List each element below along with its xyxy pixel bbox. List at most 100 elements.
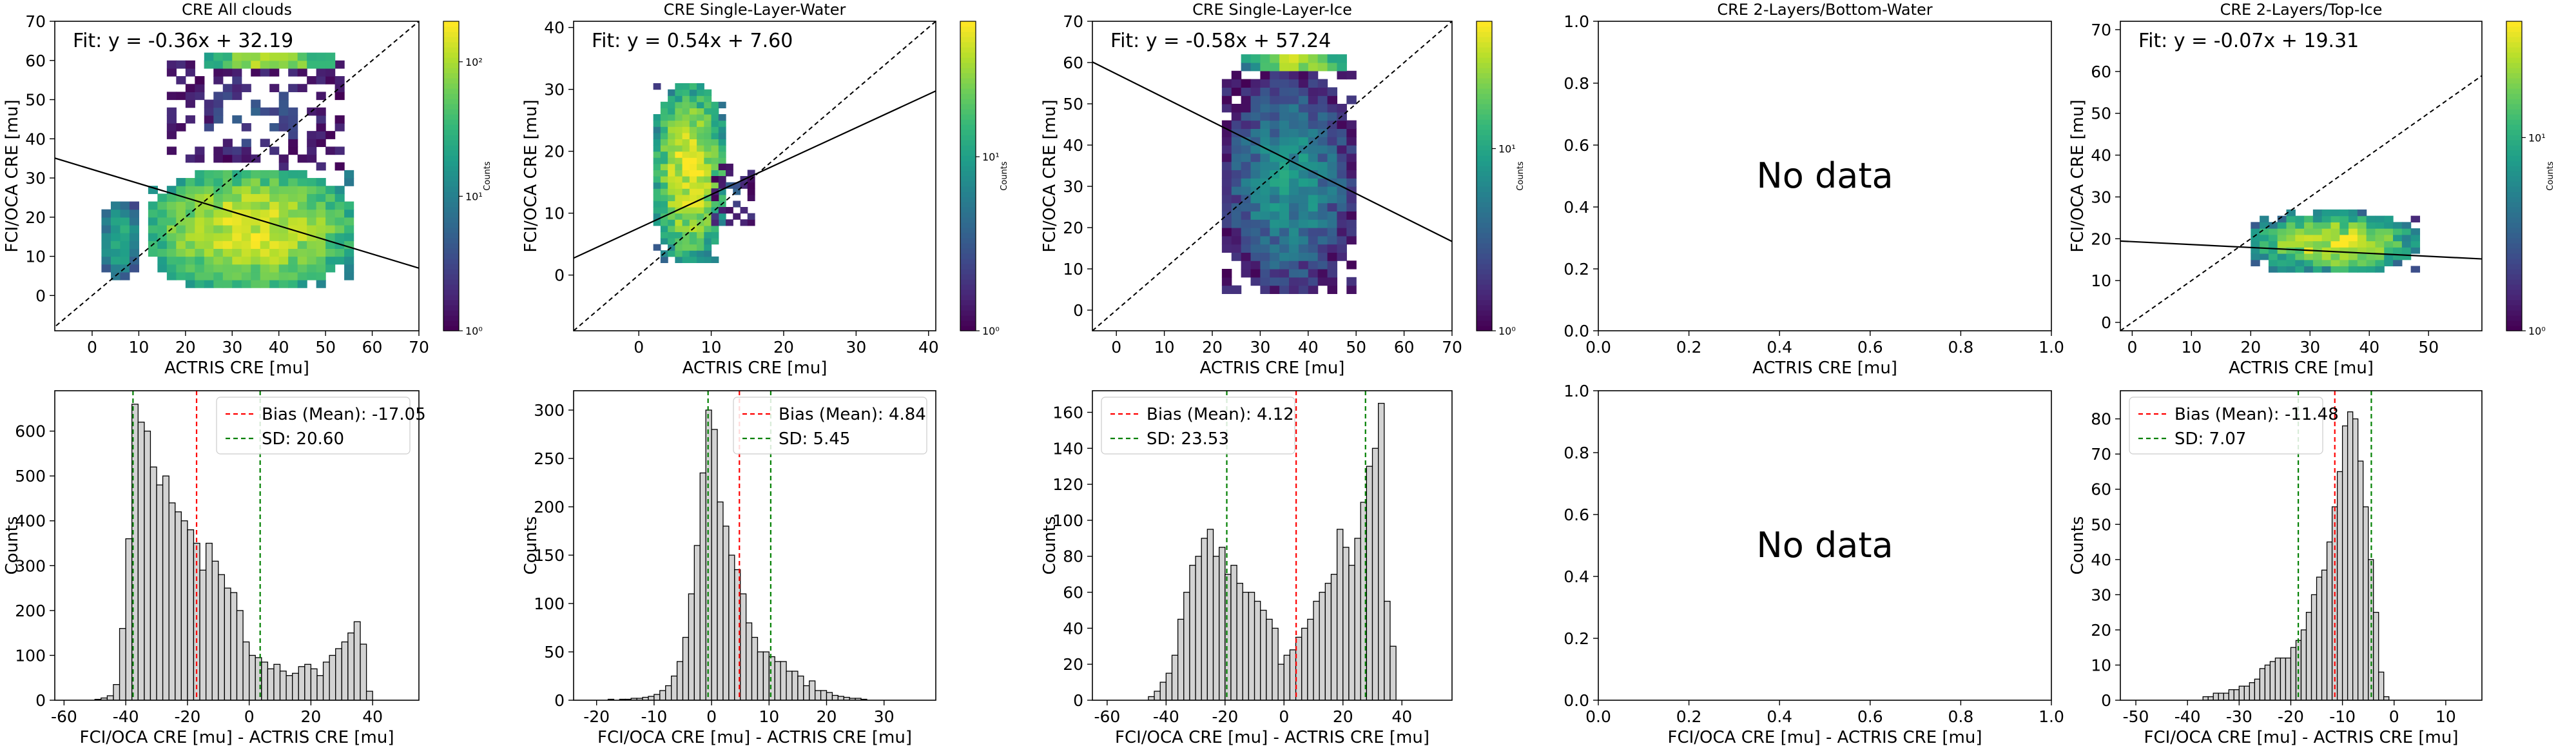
heatmap-cell: [204, 280, 214, 288]
heatmap-cell: [2251, 253, 2260, 260]
heatmap-cell: [1279, 260, 1290, 270]
heatmap-cell: [344, 178, 354, 186]
colorbar-segment: [443, 119, 459, 125]
heatmap-cell: [1317, 244, 1328, 253]
heatmap-cell: [2286, 253, 2296, 260]
heatmap-cell: [675, 108, 683, 115]
heatmap-cell: [288, 139, 298, 148]
heatmap-cell: [241, 170, 251, 179]
heatmap-cell: [1221, 137, 1232, 146]
x-tick-label: -10: [2329, 707, 2356, 726]
heatmap-cell: [653, 188, 661, 195]
heatmap-cell: [185, 154, 195, 163]
heatmap-cell: [1260, 54, 1270, 63]
heatmap-cell: [204, 123, 214, 132]
heatmap-cell: [110, 209, 121, 218]
heatmap-cell: [2375, 247, 2385, 254]
heatmap-cell: [1221, 104, 1232, 113]
heatmap-cell: [1241, 228, 1252, 237]
heatmap-cell: [653, 145, 661, 152]
heatmap-cell: [185, 233, 195, 241]
heatmap-cell: [697, 139, 704, 146]
colorbar-segment: [960, 109, 976, 115]
x-tick-label: 40: [918, 338, 939, 357]
histogram-bar: [162, 475, 169, 700]
heatmap-cell: [307, 224, 317, 233]
histogram-bar: [682, 636, 690, 700]
plot-area: [607, 391, 867, 700]
heatmap-cell: [222, 217, 233, 226]
heatmap-cell: [251, 170, 261, 179]
heatmap-cell: [1308, 202, 1319, 211]
heatmap-cell: [204, 115, 214, 124]
x-axis-label: FCI/OCA CRE [mu] - ACTRIS CRE [mu]: [2144, 728, 2459, 746]
heatmap-cell: [1270, 202, 1280, 211]
heatmap-cell: [697, 170, 704, 177]
heatmap-cell: [1260, 87, 1270, 96]
heatmap-cell: [232, 52, 242, 61]
heatmap-cell: [1279, 104, 1290, 113]
y-tick-label: 0.0: [1564, 322, 1589, 340]
heatmap-cell: [204, 217, 214, 226]
heatmap-cell: [704, 250, 712, 257]
heatmap-cell: [668, 151, 675, 158]
heatmap-cell: [278, 209, 289, 218]
heatmap-cell: [1327, 252, 1338, 261]
histogram-bar: [261, 662, 269, 700]
x-tick-label: 0.6: [1857, 707, 1883, 726]
colorbar-segment: [960, 47, 976, 53]
y-tick-label: 70: [25, 12, 46, 31]
heatmap-cell: [1221, 235, 1232, 245]
heatmap-cell: [2348, 253, 2358, 260]
y-tick-label: 200: [15, 602, 46, 620]
colorbar-segment: [443, 295, 459, 300]
colorbar-segment: [960, 202, 976, 208]
heatmap-cell: [668, 89, 675, 96]
x-tick-label: 30: [874, 707, 895, 726]
heatmap-cell: [1250, 79, 1261, 88]
heatmap-cell: [1221, 285, 1232, 294]
y-tick-label: 40: [25, 130, 46, 148]
heatmap-cell: [213, 178, 224, 186]
heatmap-cell: [697, 126, 704, 133]
heatmap-cell: [195, 240, 205, 250]
histogram-bar: [150, 466, 157, 700]
colorbar-segment: [2506, 243, 2522, 249]
heatmap-cell: [2321, 209, 2332, 217]
heatmap-cell: [1308, 128, 1319, 137]
heatmap-cell: [260, 139, 270, 148]
histogram-bar: [2316, 576, 2323, 700]
heatmap-cell: [1289, 128, 1299, 137]
heatmap-cell: [1308, 252, 1319, 261]
heatmap-cell: [204, 178, 214, 186]
colorbar-segment: [960, 124, 976, 130]
heatmap-cell: [185, 271, 195, 280]
heatmap-cell: [222, 52, 233, 61]
colorbar-segment: [2506, 37, 2522, 43]
heatmap-cell: [1337, 120, 1347, 129]
colorbar-segment: [443, 259, 459, 264]
x-tick-label: 1.0: [2039, 338, 2064, 357]
heatmap-cell: [2357, 259, 2367, 267]
colorbar-segment: [1477, 264, 1492, 270]
heatmap-cell: [653, 213, 661, 220]
heatmap-cell: [653, 182, 661, 189]
colorbar-segment: [1477, 114, 1492, 120]
heatmap-cell: [1289, 186, 1299, 195]
colorbar-segment: [443, 145, 459, 151]
heatmap-cell: [1308, 70, 1319, 80]
histogram-bar: [757, 651, 764, 700]
heatmap-cell: [2277, 215, 2287, 222]
heatmap-cell: [307, 240, 317, 250]
heatmap-cell: [1346, 70, 1357, 80]
heatmap-cell: [213, 115, 224, 124]
colorbar-segment: [960, 326, 976, 331]
heatmap-cell: [1317, 178, 1328, 187]
histogram-bar: [2259, 668, 2266, 700]
heatmap-cell: [675, 170, 683, 177]
heatmap-cell: [733, 213, 741, 220]
heatmap-cell: [1231, 194, 1242, 204]
heatmap-cell: [675, 151, 683, 158]
heatmap-cell: [711, 238, 719, 245]
